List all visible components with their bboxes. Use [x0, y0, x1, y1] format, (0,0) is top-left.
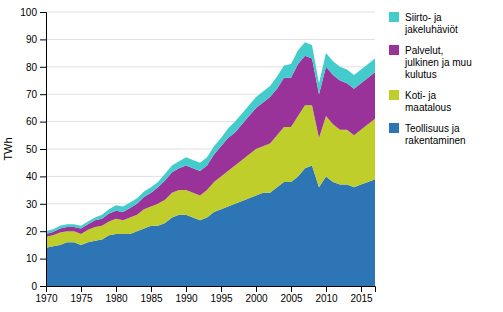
y-tick-mark	[40, 286, 46, 287]
y-tick-label: 10	[26, 253, 38, 264]
x-tick-mark	[291, 286, 292, 292]
y-tick: 100	[20, 7, 46, 18]
y-tick: 20	[26, 226, 46, 237]
legend-item: Siirto- jajakeluhäviöt	[389, 12, 458, 35]
x-tick-label: 1985	[140, 293, 163, 304]
x-tick-label: 1980	[105, 293, 128, 304]
x-tick: 1985	[140, 286, 163, 304]
x-tick-label: 1975	[70, 293, 93, 304]
y-tick: 60	[26, 116, 46, 127]
x-tick: 1995	[210, 286, 233, 304]
y-tick: 40	[26, 171, 46, 182]
areas	[46, 42, 375, 286]
x-tick: 1990	[175, 286, 198, 304]
y-tick-label: 30	[26, 199, 38, 210]
legend-item: Teollisuus jarakentaminen	[389, 123, 466, 146]
y-tick-label: 80	[26, 62, 38, 73]
y-tick-label: 60	[26, 116, 38, 127]
y-axis-title: TWh	[2, 137, 14, 160]
y-tick-label: 0	[31, 281, 37, 292]
legend-label: Siirto- jajakeluhäviöt	[404, 12, 458, 35]
grid-line	[46, 39, 375, 40]
y-tick-mark	[40, 149, 46, 150]
x-tick: 1980	[105, 286, 128, 304]
y-axis: 0 10 20 30 40 50 60 70 80 90 100	[20, 7, 46, 292]
x-axis-line	[47, 287, 376, 293]
legend-swatch	[389, 45, 399, 55]
area	[46, 42, 375, 234]
x-tick: 2000	[245, 286, 268, 304]
y-tick-mark	[40, 39, 46, 40]
x-tick-label: 1995	[210, 293, 233, 304]
y-tick-label: 90	[26, 34, 38, 45]
legend-item: Palvelut,julkinen ja muukulutus	[389, 45, 472, 80]
x-tick: 2010	[315, 286, 338, 304]
legend-label: Teollisuus jarakentaminen	[405, 123, 466, 146]
x-tick-label: 2010	[315, 293, 338, 304]
x-axis: 1970 1975 1980 1985 1990 1995 2000 2005 2010 2015	[35, 286, 375, 304]
x-tick-mark	[256, 286, 257, 292]
y-tick-mark	[40, 94, 46, 95]
y-tick-mark	[40, 259, 46, 260]
y-tick: 50	[26, 144, 46, 155]
legend-item: Koti- jamaatalous	[389, 90, 451, 113]
y-tick-mark	[40, 176, 46, 177]
y-tick-mark	[40, 12, 46, 13]
x-tick-label: 2015	[350, 293, 373, 304]
x-tick: 1970	[35, 286, 58, 304]
x-tick-mark	[151, 286, 152, 292]
legend-label: Koti- jamaatalous	[405, 90, 451, 113]
grid-line	[46, 12, 375, 13]
y-tick-label: 70	[26, 89, 38, 100]
x-tick-label: 1970	[35, 293, 58, 304]
area	[46, 56, 375, 237]
y-axis-line	[40, 13, 47, 287]
grid	[46, 12, 375, 286]
y-tick-mark	[40, 67, 46, 68]
x-tick-mark	[186, 286, 187, 292]
x-tick-label: 2005	[280, 293, 303, 304]
y-tick-label: 100	[20, 7, 37, 18]
x-tick: 1975	[70, 286, 93, 304]
legend-swatch	[389, 90, 399, 100]
x-tick: 2015	[350, 286, 373, 304]
plot: 1970197519801985199019952000200520102015…	[20, 7, 375, 304]
x-tick-label: 2000	[245, 293, 268, 304]
y-tick: 90	[26, 34, 46, 45]
x-tick-mark	[116, 286, 117, 292]
legend-swatch	[389, 12, 399, 22]
y-tick: 70	[26, 89, 46, 100]
x-tick-mark	[326, 286, 327, 292]
y-tick-mark	[40, 204, 46, 205]
x-tick-mark	[221, 286, 222, 292]
y-tick-mark	[40, 122, 46, 123]
legend-label: Palvelut,julkinen ja muukulutus	[404, 45, 472, 80]
chart: 1970197519801985199019952000200520102015…	[0, 0, 503, 312]
legend-swatch	[389, 123, 399, 133]
y-tick: 0	[31, 281, 46, 292]
y-tick: 30	[26, 199, 46, 210]
y-tick-label: 40	[26, 171, 38, 182]
y-tick-label: 20	[26, 226, 38, 237]
x-tick-mark	[361, 286, 362, 292]
y-tick-label: 50	[26, 144, 38, 155]
x-tick: 2005	[280, 286, 303, 304]
y-tick: 10	[26, 253, 46, 264]
legend: Siirto- jajakeluhäviöt Palvelut,julkinen …	[389, 12, 472, 146]
y-tick-mark	[40, 231, 46, 232]
y-tick: 80	[26, 62, 46, 73]
x-tick-label: 1990	[175, 293, 198, 304]
x-tick-mark	[81, 286, 82, 292]
